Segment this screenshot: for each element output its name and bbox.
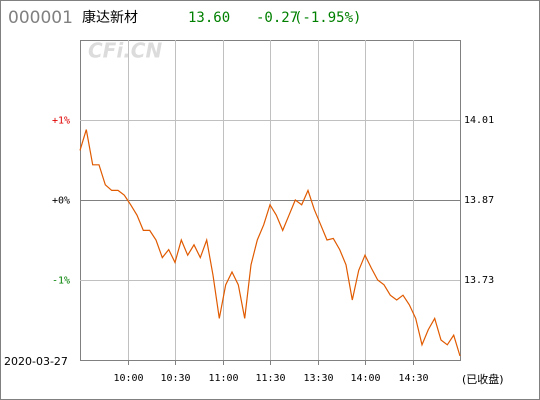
watermark: CFi.CN (88, 39, 162, 63)
y2-tick-label: 13.73 (464, 275, 494, 286)
date: 2020-03-27 (4, 355, 68, 368)
x-tick-label: 13:30 (303, 373, 333, 384)
price: 13.60 (188, 10, 230, 26)
y-tick-label: +0% (52, 196, 70, 207)
x-tick-label: 11:30 (255, 373, 285, 384)
y-tick-label: +1% (52, 116, 70, 127)
stock-code: 000001 (8, 8, 73, 28)
change: -0.27 (256, 10, 298, 26)
x-tick-label: 11:00 (208, 373, 238, 384)
y-tick-label: -1% (52, 276, 70, 287)
x-tick-label: 10:00 (113, 373, 143, 384)
status: (已收盘) (462, 372, 504, 386)
y2-tick-label: 13.87 (464, 195, 494, 206)
x-tick-label: 14:30 (398, 373, 428, 384)
x-tick-label: 10:30 (160, 373, 190, 384)
price-line (79, 129, 461, 357)
change-pct: (-1.95%) (294, 10, 361, 26)
y2-tick-label: 14.01 (464, 115, 494, 126)
x-tick-label: 14:00 (350, 373, 380, 384)
stock-name: 康达新材 (82, 9, 138, 26)
